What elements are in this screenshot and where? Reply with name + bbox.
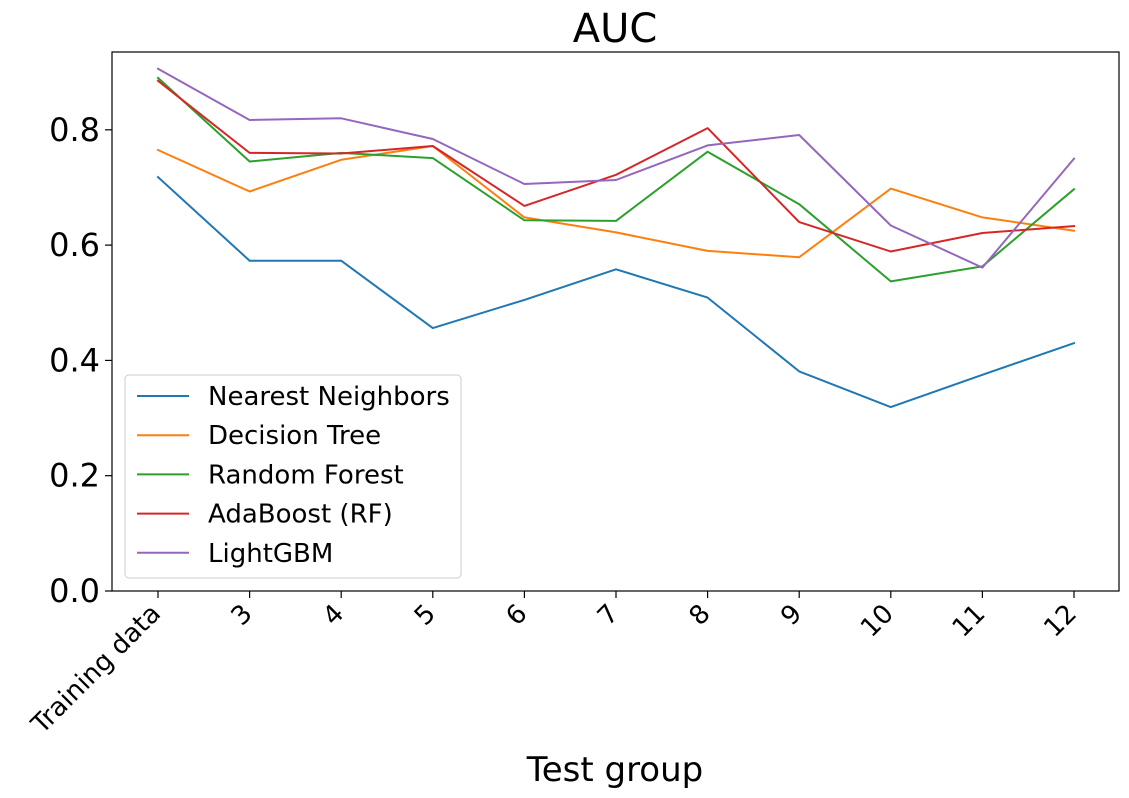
legend-label: LightGBM [208, 539, 333, 569]
x-tick-label: Training data [25, 599, 167, 741]
x-tick-label: 10 [855, 599, 900, 644]
x-tick-label: 5 [409, 599, 442, 632]
y-tick-label: 0.0 [49, 572, 100, 610]
y-tick-label: 0.8 [49, 111, 100, 149]
series-line-lightgbm [156, 67, 1076, 269]
x-tick-label: 9 [775, 599, 808, 632]
legend-label: Nearest Neighbors [208, 382, 450, 412]
chart-title: AUC [573, 6, 658, 52]
x-tick-label: 7 [592, 599, 625, 632]
x-axis-label: Test group [526, 750, 704, 790]
legend-label: Random Forest [208, 460, 404, 490]
series-line-decision-tree [156, 145, 1076, 259]
legend-label: Decision Tree [208, 421, 381, 451]
y-tick-label: 0.6 [49, 226, 100, 264]
x-tick-label: 11 [947, 599, 992, 644]
series-line-random-forest [156, 76, 1076, 283]
series-line-nearest-neighbors [156, 175, 1076, 409]
legend-label: AdaBoost (RF) [208, 500, 393, 530]
legend: Nearest Neighbors Decision Tree Random For… [124, 374, 462, 579]
x-tick-label: 6 [500, 599, 533, 632]
x-tick-label: 8 [684, 599, 717, 632]
x-tick-label: 4 [317, 599, 350, 632]
series-line-adaboost-rf [156, 79, 1076, 253]
legend-box [124, 374, 462, 579]
x-tick-label: 3 [226, 599, 259, 632]
y-tick-label: 0.2 [49, 457, 100, 495]
x-tick-label: 12 [1038, 599, 1083, 644]
y-tick-label: 0.4 [49, 341, 100, 379]
